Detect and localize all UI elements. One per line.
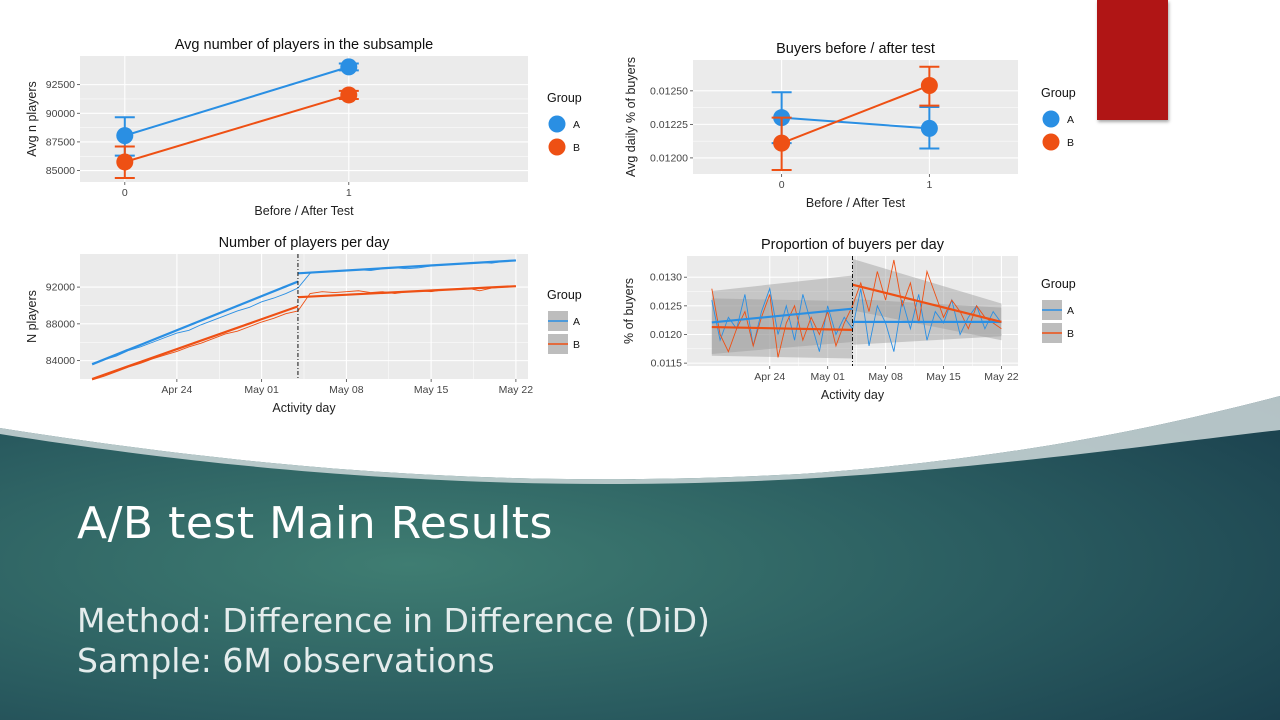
chart-title: Avg number of players in the subsample xyxy=(175,37,433,53)
data-point-a xyxy=(920,119,938,137)
y-tick-label: 0.01250 xyxy=(650,85,688,97)
legend-title: Group xyxy=(547,91,582,105)
method-line: Method: Difference in Difference (DiD) xyxy=(77,601,710,640)
x-axis-label: Activity day xyxy=(821,388,885,402)
plot-panel xyxy=(80,56,528,182)
data-point-a xyxy=(340,58,358,76)
legend-key-a xyxy=(548,115,566,133)
sample-line: Sample: 6M observations xyxy=(77,641,495,680)
x-tick-label: May 15 xyxy=(414,384,449,396)
x-tick-label: 1 xyxy=(346,187,352,199)
daily-line-b xyxy=(711,259,1002,358)
chart-buyers-before-after-svg: Buyers before / after test Before / After… xyxy=(624,41,1076,210)
data-point-b xyxy=(920,76,938,94)
y-tick-label: 0.0125 xyxy=(650,300,682,312)
x-axis-label: Activity day xyxy=(272,401,336,415)
legend-label-a: A xyxy=(573,316,580,328)
trend-post-b xyxy=(852,283,1002,323)
legend-label-b: B xyxy=(573,142,580,154)
series-line-b xyxy=(124,93,350,163)
legend-label-a: A xyxy=(1067,114,1074,126)
trend-pre-a xyxy=(91,280,299,366)
legend-label-b: B xyxy=(1067,137,1074,149)
series-line-b xyxy=(781,84,930,145)
legend-key-b xyxy=(1042,133,1060,151)
x-tick-label: 0 xyxy=(779,179,785,191)
red-corner-rectangle xyxy=(1097,0,1168,120)
y-tick-label: 92000 xyxy=(46,282,75,294)
chart-buyers-before-after: Buyers before / after test Before / After… xyxy=(615,25,1095,220)
chart-title: Proportion of buyers per day xyxy=(761,237,945,253)
chart-buyers-per-day: Proportion of buyers per day Activity day… xyxy=(615,222,1095,412)
trend-post-b xyxy=(297,285,516,299)
data-point-b xyxy=(773,134,791,152)
y-tick-label: 92500 xyxy=(46,79,75,91)
y-tick-label: 0.0115 xyxy=(651,358,682,370)
trend-pre-b xyxy=(91,305,299,381)
light-swoosh xyxy=(0,396,1280,484)
chart-avg-players-svg: Avg number of players in the subsample Be… xyxy=(25,37,582,218)
chart-title: Buyers before / after test xyxy=(776,41,935,57)
slide-subtitle: Method: Difference in Difference (DiD) S… xyxy=(77,601,710,681)
y-tick-label: 0.01200 xyxy=(650,152,688,164)
x-tick-label: 0 xyxy=(122,187,128,199)
trend-pre-a xyxy=(711,307,853,324)
slide-title: A/B test Main Results xyxy=(77,498,553,549)
data-point-b xyxy=(116,153,134,171)
series-line-a xyxy=(781,116,930,130)
series-line-a xyxy=(124,65,350,137)
x-tick-label: May 01 xyxy=(810,371,845,383)
legend-title: Group xyxy=(547,288,582,302)
legend-key-a xyxy=(1042,110,1060,128)
x-axis-label: Before / After Test xyxy=(806,196,906,210)
y-tick-label: 84000 xyxy=(46,355,75,367)
y-axis-label: Avg n players xyxy=(25,81,39,157)
plot-panel xyxy=(693,60,1018,174)
legend-title: Group xyxy=(1041,86,1076,100)
x-tick-label: May 22 xyxy=(984,371,1019,383)
data-point-a xyxy=(116,127,134,145)
y-tick-label: 85000 xyxy=(46,165,75,177)
trend-pre-b xyxy=(711,325,853,332)
chart-title: Number of players per day xyxy=(219,235,391,251)
teal-band xyxy=(0,396,1280,720)
y-axis-label: Avg daily % of buyers xyxy=(624,57,638,177)
x-tick-label: Apr 24 xyxy=(754,371,785,383)
chart-avg-players: Avg number of players in the subsample Be… xyxy=(0,25,600,225)
x-tick-label: May 08 xyxy=(329,384,364,396)
y-axis-label: N players xyxy=(25,290,39,343)
legend-label-b: B xyxy=(1067,328,1074,340)
y-tick-label: 88000 xyxy=(46,318,75,330)
chart-buyers-per-day-svg: Proportion of buyers per day Activity day… xyxy=(622,237,1076,402)
chart-players-per-day: Number of players per day Activity day N p… xyxy=(0,225,600,420)
trend-post-a xyxy=(297,259,516,275)
x-axis-label: Before / After Test xyxy=(254,204,354,218)
y-tick-label: 90000 xyxy=(46,108,75,120)
x-tick-label: Apr 24 xyxy=(161,384,192,396)
legend-title: Group xyxy=(1041,277,1076,291)
x-tick-label: May 08 xyxy=(868,371,903,383)
chart-players-per-day-svg: Number of players per day Activity day N p… xyxy=(25,235,582,415)
legend-label-a: A xyxy=(573,119,580,131)
x-tick-label: 1 xyxy=(926,179,932,191)
data-point-b xyxy=(340,86,358,104)
x-tick-label: May 15 xyxy=(926,371,961,383)
legend-key-b xyxy=(548,138,566,156)
y-tick-label: 0.01225 xyxy=(650,119,688,131)
legend-label-b: B xyxy=(573,339,580,351)
y-axis-label: % of buyers xyxy=(622,278,636,344)
x-tick-label: May 22 xyxy=(499,384,534,396)
y-tick-label: 87500 xyxy=(46,136,75,148)
y-tick-label: 0.0120 xyxy=(650,329,682,341)
y-tick-label: 0.0130 xyxy=(650,272,682,284)
legend-label-a: A xyxy=(1067,305,1074,317)
x-tick-label: May 01 xyxy=(244,384,279,396)
